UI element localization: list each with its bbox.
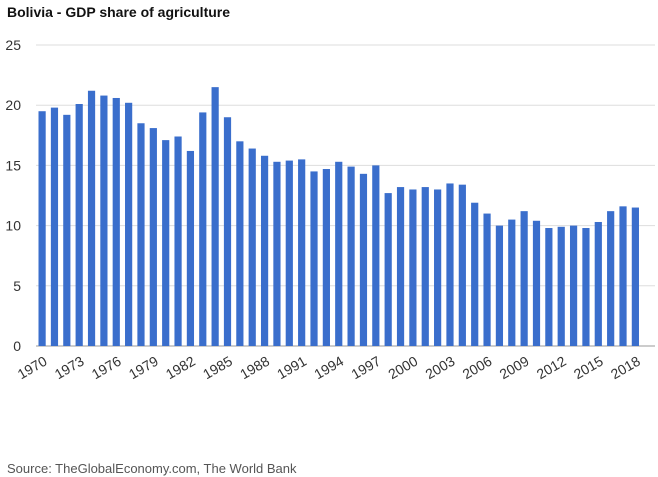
- x-tick-label: 1979: [126, 353, 161, 383]
- x-tick-label: 2018: [608, 353, 643, 383]
- bar-1978: [137, 123, 145, 346]
- bars: [38, 87, 639, 347]
- bar-1988: [260, 155, 269, 346]
- bar-2001: [421, 187, 429, 346]
- bar-2010: [532, 220, 541, 346]
- bar-1973: [75, 104, 83, 346]
- bar-2013: [569, 225, 578, 346]
- bar-1990: [285, 160, 293, 346]
- bar-1971: [50, 107, 59, 346]
- bar-2008: [508, 219, 516, 346]
- x-tick-label: 2006: [460, 353, 495, 383]
- x-axis-ticks: 1970 1973 1976 1979 1982 1985 1988 1991 1994 1997…: [15, 353, 643, 383]
- bar-2003: [446, 183, 454, 346]
- bar-1996: [359, 173, 368, 346]
- bar-1999: [396, 187, 405, 346]
- bar-1984: [211, 87, 219, 346]
- x-tick-label: 2015: [571, 353, 606, 383]
- bar-1980: [162, 140, 170, 346]
- bar-1986: [236, 141, 244, 346]
- bar-1995: [347, 166, 355, 346]
- x-tick-label: 1982: [163, 353, 198, 383]
- y-tick-label: 25: [5, 37, 21, 53]
- bar-1983: [199, 112, 207, 346]
- bar-2016: [607, 211, 615, 346]
- x-tick-label: 2009: [497, 353, 532, 383]
- bar-2009: [520, 211, 528, 346]
- x-tick-label: 1991: [274, 353, 309, 383]
- x-tick-label: 1994: [311, 353, 346, 383]
- x-tick-label: 2000: [385, 353, 420, 383]
- bar-2002: [434, 189, 442, 346]
- bar-2014: [582, 228, 590, 346]
- x-tick-label: 2012: [534, 353, 569, 383]
- bar-1992: [310, 171, 318, 346]
- x-tick-label: 1973: [52, 353, 87, 383]
- bar-1998: [384, 193, 392, 346]
- bar-1993: [322, 169, 330, 346]
- x-tick-label: 1970: [15, 353, 50, 383]
- bar-1970: [38, 111, 46, 346]
- bar-1974: [87, 90, 96, 346]
- x-tick-label: 1988: [237, 353, 272, 383]
- bar-2006: [483, 213, 491, 346]
- y-tick-label: 0: [13, 338, 21, 354]
- y-tick-label: 5: [13, 278, 21, 294]
- bar-1976: [112, 97, 120, 346]
- bar-1972: [63, 114, 71, 346]
- x-tick-label: 2003: [422, 353, 457, 383]
- y-tick-label: 10: [5, 218, 21, 234]
- bar-1997: [372, 165, 380, 346]
- bar-2017: [619, 206, 627, 346]
- bar-1987: [248, 148, 256, 346]
- source-note: Source: TheGlobalEconomy.com, The World …: [7, 461, 297, 476]
- bar-1982: [186, 150, 195, 346]
- x-tick-label: 1997: [348, 353, 383, 383]
- bar-2018: [631, 207, 639, 346]
- bar-1979: [149, 128, 157, 346]
- bar-2004: [458, 184, 466, 346]
- bar-2012: [557, 226, 565, 346]
- y-tick-label: 15: [5, 157, 21, 173]
- bar-1985: [223, 117, 232, 347]
- bar-2000: [409, 189, 417, 346]
- x-tick-label: 1985: [200, 353, 235, 383]
- bar-1977: [125, 102, 133, 346]
- bar-2005: [471, 202, 479, 346]
- chart-title: Bolivia - GDP share of agriculture: [7, 4, 231, 20]
- bar-2007: [495, 225, 504, 346]
- bar-1991: [298, 159, 306, 346]
- bar-1989: [273, 161, 281, 346]
- bar-1994: [335, 161, 343, 346]
- x-tick-label: 1976: [89, 353, 124, 383]
- y-axis-ticks: 0 5 10 15 20 25: [5, 37, 21, 354]
- bar-2015: [594, 221, 602, 346]
- bar-1981: [174, 136, 182, 346]
- bar-2011: [545, 228, 553, 346]
- y-tick-label: 20: [5, 97, 21, 113]
- bar-1975: [100, 95, 108, 346]
